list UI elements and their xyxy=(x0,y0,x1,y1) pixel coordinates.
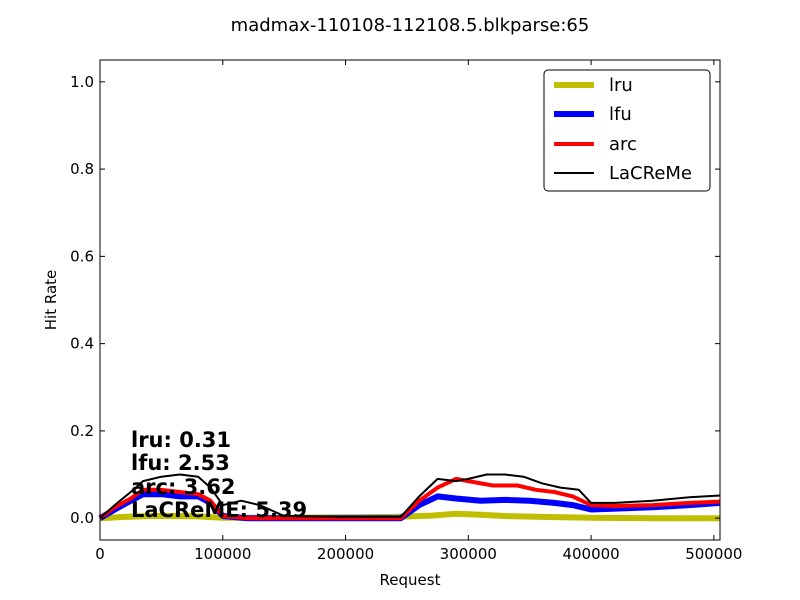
annotation-lru: lru: 0.31 xyxy=(131,428,231,452)
legend-label-arc: arc xyxy=(609,134,637,155)
x-ticks: 0 100000 200000 300000 400000 500000 xyxy=(95,60,742,563)
chart-title: madmax-110108-112108.5.blkparse:65 xyxy=(231,15,590,36)
legend-box xyxy=(543,69,711,192)
x-tick-label: 100000 xyxy=(194,545,251,563)
y-tick-label: 0.4 xyxy=(70,335,94,353)
legend-label-lfu: lfu xyxy=(609,104,632,125)
x-tick-label: 400000 xyxy=(562,545,619,563)
plot-frame xyxy=(99,59,721,541)
annotation-lacreme: LaCReME: 5.39 xyxy=(131,498,307,522)
y-tick-label: 1.0 xyxy=(70,73,94,91)
y-ticks: 0.0 0.2 0.4 0.6 0.8 1.0 xyxy=(70,73,720,527)
y-tick-label: 0.8 xyxy=(70,160,94,178)
y-tick-label: 0.6 xyxy=(70,247,94,265)
x-axis-label: Request xyxy=(380,571,441,589)
series-line-lacreme xyxy=(99,473,721,519)
annotation-lfu: lfu: 2.53 xyxy=(131,451,230,475)
y-tick-label: 0.0 xyxy=(70,509,94,527)
series-line-arc xyxy=(98,476,721,521)
series-lines xyxy=(98,473,721,522)
annotation-block: lru: 0.31 lfu: 2.53 arc: 3.62 LaCReME: 5… xyxy=(131,428,307,522)
legend: lru lfu arc LaCReMe xyxy=(543,69,711,192)
legend-label-lru: lru xyxy=(609,75,633,96)
x-tick-label: 0 xyxy=(95,545,105,563)
annotation-arc: arc: 3.62 xyxy=(131,475,236,499)
x-tick-label: 300000 xyxy=(440,545,497,563)
y-axis-label: Hit Rate xyxy=(42,270,60,331)
legend-label-lacreme: LaCReMe xyxy=(609,163,692,184)
x-tick-label: 500000 xyxy=(685,545,742,563)
y-tick-label: 0.2 xyxy=(70,422,94,440)
x-tick-label: 200000 xyxy=(317,545,374,563)
